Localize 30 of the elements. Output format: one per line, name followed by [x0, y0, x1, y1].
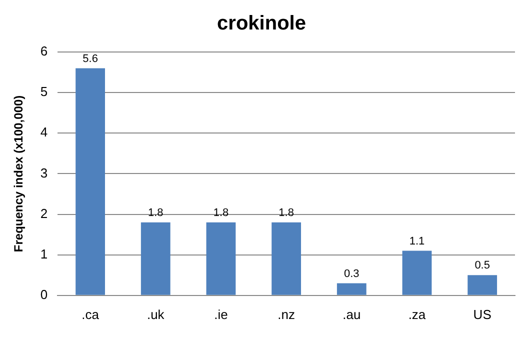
y-tick-label: 4 [40, 124, 48, 140]
data-label: 1.1 [409, 235, 425, 248]
y-tick-label: 3 [40, 165, 48, 180]
data-label: 1.8 [213, 206, 229, 219]
bar [336, 283, 366, 295]
chart-title: crokinole [217, 12, 306, 35]
y-tick-label: 0 [40, 286, 48, 302]
x-tick-label: .za [408, 306, 426, 322]
y-tick-label: 5 [40, 84, 48, 100]
bar [76, 68, 105, 295]
bar [402, 250, 432, 295]
data-label: 1.8 [278, 206, 294, 219]
y-tick-label: 6 [40, 44, 48, 59]
x-tick-label: .ie [214, 306, 228, 322]
y-axis-title: Frequency index (x100,000) [12, 95, 26, 252]
x-tick-label: .uk [146, 306, 165, 322]
bar [468, 275, 498, 295]
data-label: 0.5 [474, 260, 490, 272]
y-tick-label: 1 [40, 246, 48, 262]
y-tick-label: 2 [40, 206, 48, 221]
x-tick-label: .nz [278, 306, 295, 322]
bar [272, 222, 302, 295]
data-label: 0.3 [344, 268, 360, 280]
bar [206, 222, 236, 295]
bar [140, 222, 170, 295]
data-label: 1.8 [148, 206, 164, 219]
x-tick-label: US [473, 306, 492, 322]
x-tick-label: .ca [82, 306, 100, 322]
x-tick-label: .au [342, 306, 361, 322]
data-label: 5.6 [82, 52, 98, 65]
